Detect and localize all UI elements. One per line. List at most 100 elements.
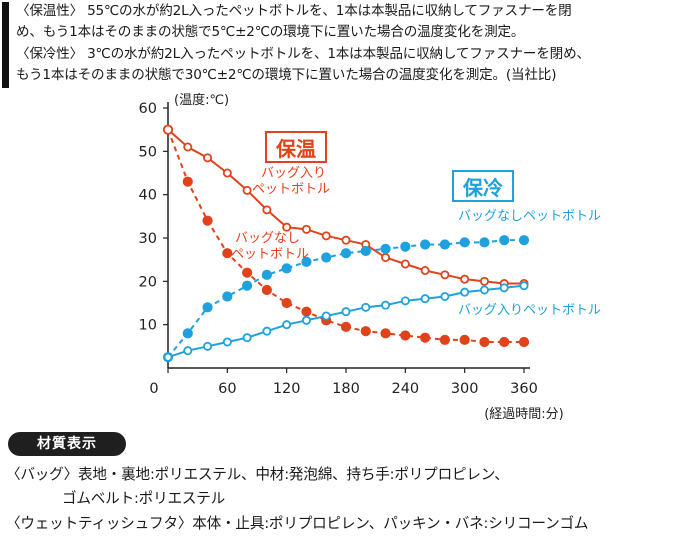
intro-line-1: 〈保温性〉 55℃の水が約2L入ったペットボトルを、1本は本製品に収納してファス… bbox=[16, 3, 572, 19]
y-tick-label: 10 bbox=[139, 318, 157, 334]
annotation-warm-bag-2: ペットボトル bbox=[252, 182, 330, 197]
data-point bbox=[163, 352, 173, 362]
data-point bbox=[222, 168, 232, 178]
annotation-cold-bag: バッグ入りペットボトル bbox=[458, 303, 601, 318]
annotation-warm-nobag-2: ペットボトル bbox=[231, 247, 309, 262]
data-point bbox=[281, 297, 292, 309]
data-point bbox=[381, 252, 391, 262]
data-point bbox=[439, 239, 450, 250]
data-point bbox=[460, 274, 470, 284]
series-warm-solid bbox=[163, 125, 529, 288]
data-point bbox=[459, 334, 470, 345]
x-tick-label: 0 bbox=[149, 381, 158, 397]
group-label-cold: 保冷 bbox=[452, 170, 514, 202]
data-point bbox=[361, 302, 371, 312]
y-axis-label: (温度:℃) bbox=[174, 92, 229, 108]
data-point bbox=[400, 296, 410, 306]
data-point bbox=[262, 205, 272, 215]
group-label-text: 保温 bbox=[275, 137, 316, 161]
data-point bbox=[499, 235, 510, 246]
data-point bbox=[203, 341, 213, 351]
data-point bbox=[301, 256, 312, 267]
data-point bbox=[420, 294, 430, 304]
data-point bbox=[459, 237, 470, 248]
bag-material-line-1: 〈バッグ〉表地・裏地:ポリエステル、中材:発泡綿、持ち手:ポリプロピレン、 bbox=[6, 466, 509, 483]
data-point bbox=[281, 263, 292, 274]
data-point bbox=[222, 337, 232, 347]
y-tick-label: 50 bbox=[139, 144, 157, 160]
series-cold-solid bbox=[163, 281, 529, 362]
data-point bbox=[518, 235, 530, 246]
data-point bbox=[321, 311, 331, 321]
intro-line-4: もう1本はそのままの状態で30℃±2℃の環境下に置いた場合の温度変化を測定。(当… bbox=[16, 67, 557, 83]
data-point bbox=[183, 142, 193, 152]
x-tick-label: 60 bbox=[218, 381, 236, 397]
data-point bbox=[301, 315, 311, 325]
data-point bbox=[499, 336, 510, 348]
annotation-warm-nobag-1: バッグなし bbox=[235, 231, 300, 246]
x-tick-label: 120 bbox=[273, 381, 301, 397]
data-point bbox=[203, 153, 213, 163]
data-point bbox=[400, 241, 411, 252]
data-point bbox=[222, 291, 233, 302]
intro-line-2: め、もう1本はそのままの状態で5℃±2℃の環境下に置いた場合の温度変化を測定。 bbox=[16, 24, 525, 40]
series-cold-dashed bbox=[162, 235, 530, 363]
x-tick-label: 240 bbox=[391, 381, 419, 397]
material-badge: 材質表示 bbox=[8, 432, 126, 456]
data-point bbox=[301, 224, 311, 234]
data-point bbox=[321, 231, 331, 241]
data-point bbox=[242, 333, 252, 343]
wet-tissue-material-line: 〈ウェットティッシュフタ〉本体・止具:ポリプロピレン、パッキン・バネ:シリコーン… bbox=[6, 515, 589, 532]
group-label-warm: 保温 bbox=[265, 131, 327, 163]
x-tick-label: 180 bbox=[332, 381, 360, 397]
data-point bbox=[380, 243, 391, 254]
x-tick-label: 300 bbox=[451, 381, 479, 397]
test-description: 〈保温性〉 55℃の水が約2L入ったペットボトルを、1本は本製品に収納してファス… bbox=[2, 2, 674, 88]
data-point bbox=[400, 259, 410, 269]
data-point bbox=[183, 346, 193, 356]
data-point bbox=[182, 328, 193, 339]
y-tick-label: 30 bbox=[139, 231, 157, 247]
data-point bbox=[479, 237, 490, 248]
y-tick-label: 60 bbox=[139, 101, 157, 117]
data-point bbox=[518, 336, 530, 348]
data-point bbox=[460, 287, 470, 297]
data-point bbox=[381, 300, 391, 310]
data-point bbox=[202, 302, 213, 313]
data-point bbox=[261, 284, 272, 296]
y-tick-label: 20 bbox=[139, 274, 157, 290]
data-point bbox=[242, 280, 253, 291]
group-label-text: 保冷 bbox=[462, 176, 503, 200]
data-point bbox=[400, 330, 411, 341]
data-point bbox=[242, 185, 252, 195]
data-point bbox=[261, 269, 272, 280]
data-point bbox=[341, 307, 351, 317]
data-point bbox=[479, 336, 490, 348]
y-tick-label: 40 bbox=[139, 188, 157, 204]
data-point bbox=[439, 334, 450, 345]
data-point bbox=[519, 281, 529, 291]
data-point bbox=[340, 321, 352, 332]
data-point bbox=[360, 245, 371, 257]
annotation-cold-nobag: バッグなしペットボトル bbox=[458, 209, 601, 224]
data-point bbox=[321, 252, 332, 263]
data-point bbox=[202, 215, 213, 226]
data-point bbox=[440, 270, 450, 280]
data-point bbox=[420, 265, 430, 275]
data-point bbox=[479, 285, 489, 295]
data-point bbox=[162, 124, 174, 135]
data-point bbox=[341, 235, 351, 245]
accent-bar bbox=[2, 2, 9, 88]
data-point bbox=[242, 267, 253, 278]
data-point bbox=[380, 328, 391, 339]
data-point bbox=[420, 332, 431, 343]
data-point bbox=[222, 248, 233, 259]
intro-line-3: 〈保冷性〉 3℃の水が約2L入ったペットボトルを、1本は本製品に収納してファスナ… bbox=[16, 46, 590, 62]
data-point bbox=[262, 326, 272, 336]
data-point bbox=[440, 291, 450, 301]
data-point bbox=[282, 222, 292, 232]
data-point bbox=[340, 248, 352, 259]
bag-material-line-2: ゴムベルト:ポリエステル bbox=[62, 490, 226, 507]
x-axis-label: (経過時間:分) bbox=[484, 407, 564, 422]
temperature-chart: 0 60 120 180 240 300 360 10 20 30 40 50 60 (温度:℃) (経過時… bbox=[139, 92, 601, 422]
